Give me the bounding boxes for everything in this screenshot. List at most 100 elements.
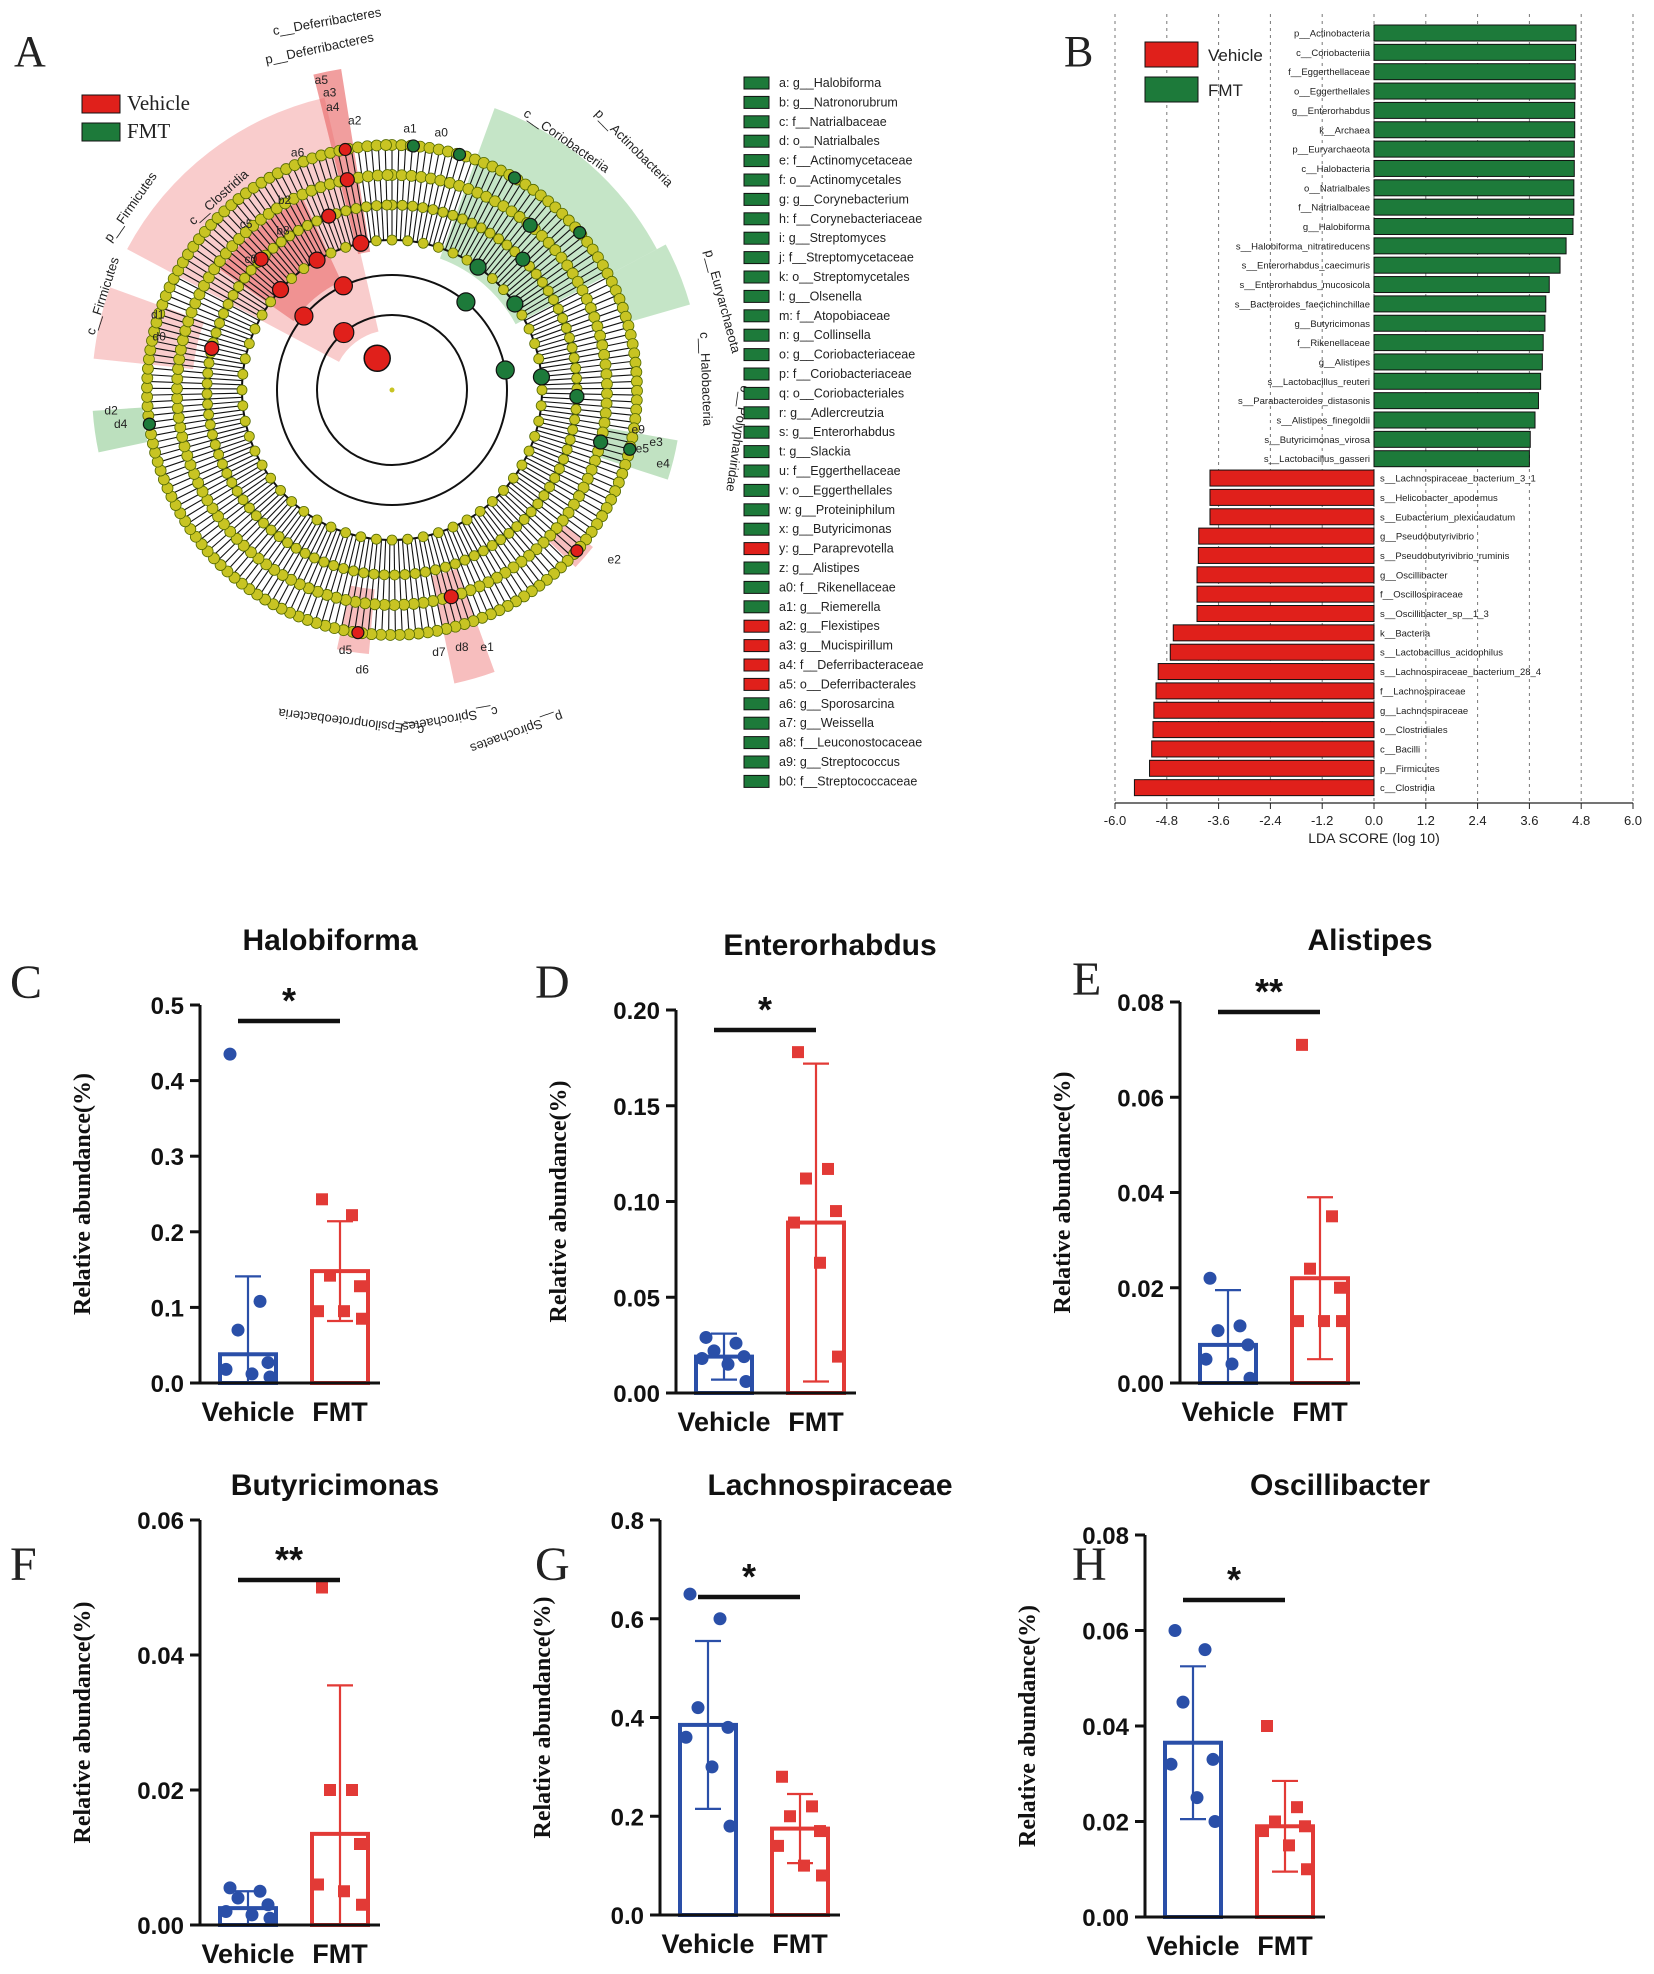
lda-legend-swatch-fmt <box>1144 76 1199 103</box>
key-swatch-b0 <box>743 774 770 788</box>
data-point <box>263 1911 277 1925</box>
leaf-branch <box>511 241 588 300</box>
lda-bar-label: s__Alistipes_finegoldii <box>1277 416 1370 427</box>
leaf-branch <box>147 380 243 386</box>
lda-bar <box>1209 508 1375 526</box>
y-tick-label: 0.4 <box>151 1069 185 1096</box>
leaf-branch <box>444 160 480 250</box>
clade-node <box>493 233 505 245</box>
leaf-branch <box>162 441 252 476</box>
clade-node <box>396 199 408 211</box>
lda-bar-label: f__Eggerthellaceae <box>1288 67 1370 78</box>
leaf-branch <box>307 530 342 621</box>
y-tick-label: 0.06 <box>137 1508 184 1535</box>
significance-marker: ** <box>275 1539 303 1580</box>
y-tick-label: 0.00 <box>1117 1371 1164 1398</box>
key-label-x: x: g__Butyricimonas <box>779 522 892 536</box>
leaf-branch <box>522 269 607 318</box>
leaf-branch <box>255 185 310 266</box>
clade-label: p__Actinobacteria <box>592 106 677 191</box>
clade-node <box>239 415 251 427</box>
legend-swatch-vehicle <box>81 94 121 114</box>
leaf-branch <box>177 269 262 318</box>
y-tick-label: 0.00 <box>137 1913 184 1940</box>
x-category-label: FMT <box>1292 1397 1348 1427</box>
clade-node <box>505 205 518 218</box>
clade-node <box>537 276 548 288</box>
leaf-branch <box>516 252 596 307</box>
leaf-branch <box>531 300 621 337</box>
significance-marker: * <box>1227 1559 1241 1600</box>
leaf-branch <box>525 457 611 501</box>
leaf-branch <box>539 413 634 430</box>
leaf-branch <box>410 538 424 634</box>
clade-node <box>532 498 544 510</box>
y-tick-label: 0.04 <box>1082 1714 1129 1741</box>
clade-node <box>381 199 393 211</box>
node-code: a1 <box>403 122 417 136</box>
lda-bar-label: s__Halobiforma_nitratireducens <box>1236 241 1370 252</box>
leaf-branch <box>360 538 374 634</box>
y-tick-label: 0.04 <box>1117 1181 1164 1208</box>
leaf-branch <box>524 276 610 321</box>
clade-node <box>398 598 410 611</box>
lda-legend-swatch-vehicle <box>1144 41 1199 68</box>
leaf-branch <box>330 152 356 245</box>
lda-bar <box>1209 488 1375 506</box>
x-category-label: Vehicle <box>677 1407 770 1437</box>
leaf-branch <box>512 478 590 536</box>
leaf-branch <box>469 518 520 600</box>
lda-bar-label: s__Lachnospiraceae_bacterium_3_1 <box>1380 474 1536 485</box>
leaf-branch <box>150 413 245 430</box>
highlight-node <box>351 626 365 640</box>
lda-bar <box>1373 24 1577 42</box>
clade-node <box>568 352 580 364</box>
leaf-branch <box>505 230 579 294</box>
lda-bar-label: c__Halobacteria <box>1301 164 1370 175</box>
leaf-branch <box>151 340 246 361</box>
data-point <box>346 1209 358 1222</box>
clade-node <box>239 272 251 284</box>
leaf-branch <box>541 367 637 377</box>
highlight-node <box>271 281 290 299</box>
node-code: e3 <box>649 435 663 449</box>
leaf-branch <box>424 150 447 244</box>
key-swatch-w <box>743 503 770 517</box>
y-tick-label: 0.00 <box>613 1381 660 1408</box>
highlight-node <box>515 251 531 267</box>
y-tick-label: 0.2 <box>611 1804 644 1831</box>
data-point <box>261 1356 275 1370</box>
key-label-b0: b0: f__Streptococcaceae <box>779 774 917 788</box>
clade-node <box>171 382 183 395</box>
clade-node <box>340 527 352 539</box>
data-point <box>1301 1863 1313 1876</box>
leaf-branch <box>148 360 244 373</box>
lda-bar <box>1197 546 1375 564</box>
clade-node <box>222 298 234 310</box>
clade-node <box>558 453 569 465</box>
clade-node <box>466 217 478 229</box>
highlight-node <box>469 258 487 276</box>
leaf-branch <box>350 148 368 243</box>
leaf-branch <box>147 374 243 382</box>
leaf-branch <box>458 524 502 610</box>
leaf-branch <box>147 387 243 390</box>
leaf-branch <box>320 533 350 625</box>
lda-bar <box>1373 63 1576 81</box>
lda-bar-label: o__Clostridiales <box>1380 725 1448 736</box>
leaf-branch <box>155 429 248 457</box>
leaf-branch <box>507 485 582 547</box>
highlight-node <box>333 276 353 296</box>
lda-tick-label: 0.0 <box>1365 813 1383 828</box>
clade-node <box>362 170 374 183</box>
clade-node <box>533 415 545 427</box>
clade-node <box>427 204 439 215</box>
node-code: e1 <box>480 640 494 654</box>
lda-bar <box>1196 585 1375 603</box>
leaf-branch <box>301 529 338 618</box>
highlight-node <box>204 340 220 356</box>
lda-bar-label: p__Actinobacteria <box>1294 29 1371 40</box>
clade-node <box>311 514 323 526</box>
leaf-branch <box>211 491 283 557</box>
